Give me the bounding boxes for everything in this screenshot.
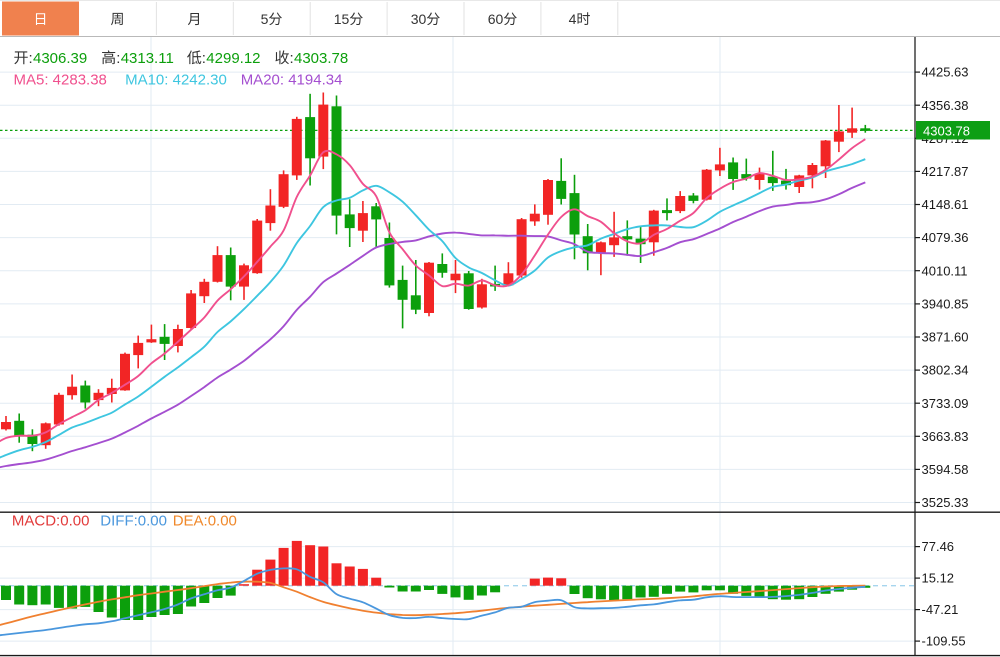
svg-text:4299.12: 4299.12: [206, 50, 260, 67]
svg-text:4425.63: 4425.63: [922, 65, 969, 80]
svg-text:MACD:0.00: MACD:0.00: [12, 513, 90, 530]
svg-text:4303.78: 4303.78: [923, 124, 970, 139]
svg-text:4010.11: 4010.11: [922, 263, 968, 278]
svg-text:4306.39: 4306.39: [33, 50, 87, 67]
svg-text:4: 4: [569, 11, 577, 27]
svg-text::: :: [116, 50, 120, 67]
svg-text:4079.36: 4079.36: [922, 230, 969, 245]
svg-text::: :: [202, 50, 206, 67]
svg-text:-109.55: -109.55: [922, 634, 966, 649]
svg-text:3802.34: 3802.34: [922, 363, 969, 378]
svg-text:DEA:0.00: DEA:0.00: [173, 513, 237, 530]
svg-text::: :: [290, 50, 294, 67]
svg-text:3663.83: 3663.83: [922, 429, 969, 444]
svg-text:3525.33: 3525.33: [922, 495, 969, 510]
svg-text:15.12: 15.12: [922, 571, 955, 586]
svg-text:3940.85: 3940.85: [922, 297, 969, 312]
svg-text:4217.87: 4217.87: [922, 164, 969, 179]
svg-text:MA20: 4194.34: MA20: 4194.34: [241, 72, 343, 89]
svg-text:77.46: 77.46: [922, 539, 955, 554]
svg-text:-47.21: -47.21: [922, 602, 959, 617]
svg-text:MA5: 4283.38: MA5: 4283.38: [14, 72, 107, 89]
svg-text:30: 30: [411, 11, 427, 27]
svg-text:DIFF:0.00: DIFF:0.00: [100, 513, 167, 530]
svg-text:3733.09: 3733.09: [922, 396, 969, 411]
svg-text:4303.78: 4303.78: [294, 50, 348, 67]
svg-text:4148.61: 4148.61: [922, 197, 969, 212]
svg-text:4356.38: 4356.38: [922, 98, 969, 113]
svg-text:60: 60: [488, 11, 504, 27]
svg-text:5: 5: [261, 11, 269, 27]
svg-text:MA10: 4242.30: MA10: 4242.30: [125, 72, 227, 89]
svg-text:15: 15: [334, 11, 350, 27]
svg-text:3594.58: 3594.58: [922, 462, 969, 477]
svg-text:3871.60: 3871.60: [922, 330, 969, 345]
svg-text::: :: [29, 50, 33, 67]
svg-text:4313.11: 4313.11: [121, 50, 174, 67]
